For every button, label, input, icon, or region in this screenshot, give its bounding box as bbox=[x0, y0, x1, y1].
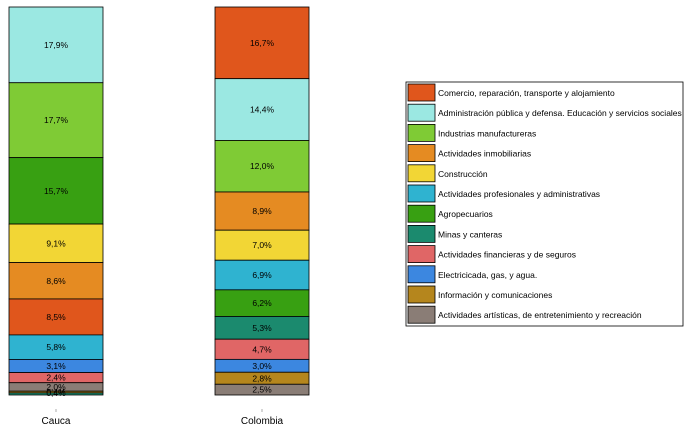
legend-label-informacion-y-comunicaciones: Información y comunicaciones bbox=[438, 290, 552, 300]
legend-swatch-comercio-reparacion-transporte-y-alojamiento bbox=[407, 83, 436, 102]
legend-swatch-agropecuarios bbox=[407, 204, 436, 223]
legend-frame bbox=[405, 81, 684, 327]
bar-segment-cauca-industrias-manufactureras bbox=[8, 82, 104, 159]
bar-segment-colombia-actividades-inmobiliarias bbox=[214, 191, 310, 231]
bar-segment-cauca-minas-y-canteras bbox=[8, 392, 104, 396]
data-label-colombia-actividades-inmobiliarias: 8,9% bbox=[252, 206, 272, 216]
data-label-colombia-informacion-y-comunicaciones: 2,8% bbox=[252, 373, 272, 383]
legend-swatch-administracion-publica-y-defensa-educacion-y-servicios-sociales bbox=[407, 103, 436, 122]
bar-segment-colombia-actividades-artisticas-de-entretenimiento-y-recreacion bbox=[214, 383, 310, 396]
x-tick-label-colombia: Colombia bbox=[241, 416, 284, 425]
legend-swatch-electricicada-gas-y-agua bbox=[407, 265, 436, 284]
x-tick-label-cauca: Cauca bbox=[42, 416, 71, 425]
legend-swatch-informacion-y-comunicaciones bbox=[407, 285, 436, 304]
legend-swatch-minas-y-canteras bbox=[407, 224, 436, 243]
legend-label-industrias-manufactureras: Industrias manufactureras bbox=[438, 128, 536, 138]
bar-segment-colombia-construccion bbox=[214, 229, 310, 261]
data-label-colombia-actividades-profesionales-y-administrativas: 6,9% bbox=[252, 270, 272, 280]
bar-segment-cauca-agropecuarios bbox=[8, 157, 104, 225]
bar-segment-cauca-comercio-reparacion-transporte-y-alojamiento bbox=[8, 298, 104, 336]
legend-label-construccion: Construcción bbox=[438, 169, 488, 179]
legend-swatch-actividades-financieras-y-de-seguros bbox=[407, 245, 436, 264]
data-label-cauca-actividades-profesionales-y-administrativas: 5,8% bbox=[46, 342, 66, 352]
data-label-cauca-electricicada-gas-y-agua: 3,1% bbox=[46, 361, 66, 371]
legend-swatch-actividades-inmobiliarias bbox=[407, 144, 436, 163]
data-label-colombia-industrias-manufactureras: 12,0% bbox=[250, 161, 275, 171]
data-label-colombia-administracion-publica-y-defensa-educacion-y-servicios-sociales: 14,4% bbox=[250, 105, 275, 115]
bar-segment-cauca-administracion-publica-y-defensa-educacion-y-servicios-sociales bbox=[8, 6, 104, 84]
legend-swatch-industrias-manufactureras bbox=[407, 124, 436, 142]
data-label-cauca-actividades-artisticas-de-entretenimiento-y-recreacion: 2,0% bbox=[46, 382, 66, 392]
legend-label-minas-y-canteras: Minas y canteras bbox=[438, 229, 502, 239]
data-label-cauca-overlap: 0,4% bbox=[46, 388, 66, 398]
legend-label-agropecuarios: Agropecuarios bbox=[438, 209, 493, 219]
data-label-cauca-informacion-y-comunicaciones: 0,4% bbox=[46, 387, 66, 397]
legend-label-actividades-inmobiliarias: Actividades inmobiliarias bbox=[438, 149, 531, 159]
legend-label-comercio-reparacion-transporte-y-alojamiento: Comercio, reparación, transporte y aloja… bbox=[438, 88, 615, 98]
data-label-colombia-actividades-artisticas-de-entretenimiento-y-recreacion: 2,5% bbox=[252, 385, 272, 395]
legend-label-actividades-profesionales-y-administrativas: Actividades profesionales y administrati… bbox=[438, 189, 600, 199]
data-label-cauca-construccion: 9,1% bbox=[46, 238, 66, 248]
bar-segment-colombia-agropecuarios bbox=[214, 289, 310, 317]
data-label-colombia-construccion: 7,0% bbox=[252, 240, 272, 250]
legend-label-actividades-artisticas-de-entretenimiento-y-recreacion: Actividades artísticas, de entretenimien… bbox=[438, 310, 642, 320]
data-label-colombia-actividades-financieras-y-de-seguros: 4,7% bbox=[252, 344, 272, 354]
bar-segment-colombia-actividades-profesionales-y-administrativas bbox=[214, 259, 310, 291]
data-label-colombia-agropecuarios: 6,2% bbox=[252, 298, 272, 308]
legend-label-electricicada-gas-y-agua: Electricicada, gas, y agua. bbox=[438, 270, 537, 280]
legend-swatch-construccion bbox=[407, 164, 436, 183]
data-label-colombia-minas-y-canteras: 5,3% bbox=[252, 323, 272, 333]
data-label-cauca-actividades-inmobiliarias: 8,6% bbox=[46, 276, 66, 286]
data-label-colombia-comercio-reparacion-transporte-y-alojamiento: 16,7% bbox=[250, 38, 275, 48]
legend-swatch-actividades-artisticas-de-entretenimiento-y-recreacion bbox=[407, 305, 436, 324]
bar-segment-colombia-industrias-manufactureras bbox=[214, 140, 310, 193]
legend-swatch-actividades-profesionales-y-administrativas bbox=[407, 184, 436, 203]
legend-label-administracion-publica-y-defensa-educacion-y-servicios-sociales: Administración pública y defensa. Educac… bbox=[438, 108, 682, 118]
data-label-cauca-agropecuarios: 15,7% bbox=[44, 186, 69, 196]
data-label-colombia-electricicada-gas-y-agua: 3,0% bbox=[252, 361, 272, 371]
data-label-cauca-administracion-publica-y-defensa-educacion-y-servicios-sociales: 17,9% bbox=[44, 40, 69, 50]
data-label-cauca-comercio-reparacion-transporte-y-alojamiento: 8,5% bbox=[46, 312, 66, 322]
data-label-cauca-actividades-financieras-y-de-seguros: 2,4% bbox=[46, 373, 66, 383]
legend-label-actividades-financieras-y-de-seguros: Actividades financieras y de seguros bbox=[438, 250, 576, 260]
bar-segment-cauca-construccion bbox=[8, 223, 104, 263]
data-label-cauca-industrias-manufactureras: 17,7% bbox=[44, 115, 69, 125]
bar-segment-colombia-comercio-reparacion-transporte-y-alojamiento bbox=[214, 6, 310, 80]
